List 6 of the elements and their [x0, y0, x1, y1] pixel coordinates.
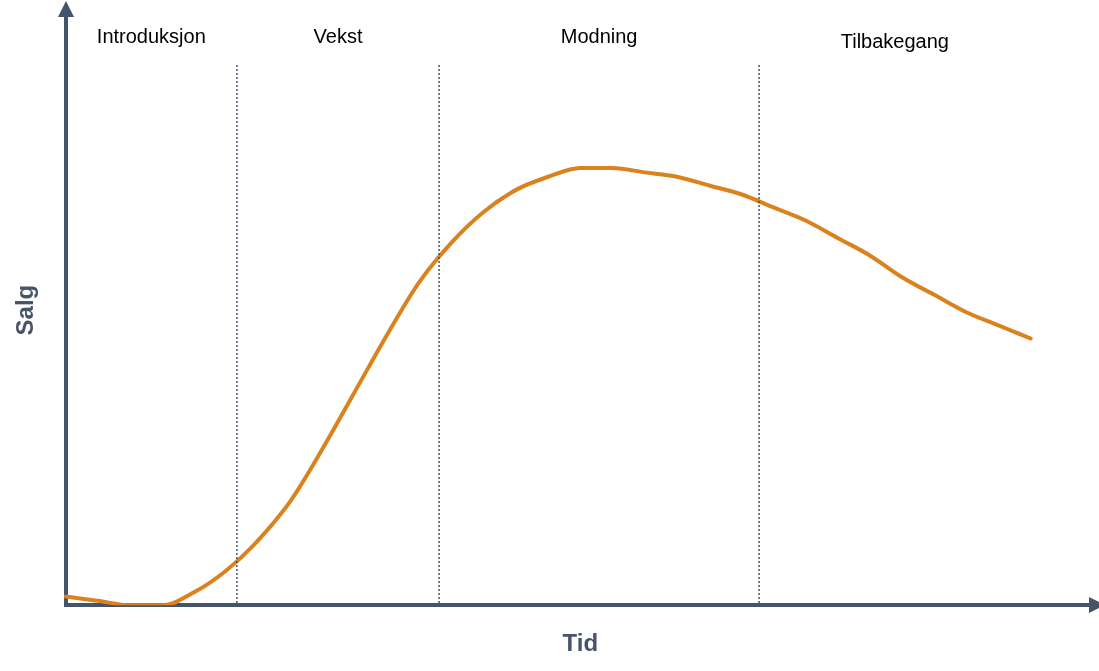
text: Modning	[560, 24, 638, 47]
text: Introduksjon	[96, 24, 206, 47]
x-axis-title: Tid	[562, 629, 599, 657]
text: Tilbakegang	[840, 29, 949, 52]
y-axis-title: Salg	[11, 284, 39, 336]
text: Vekst	[313, 24, 363, 47]
